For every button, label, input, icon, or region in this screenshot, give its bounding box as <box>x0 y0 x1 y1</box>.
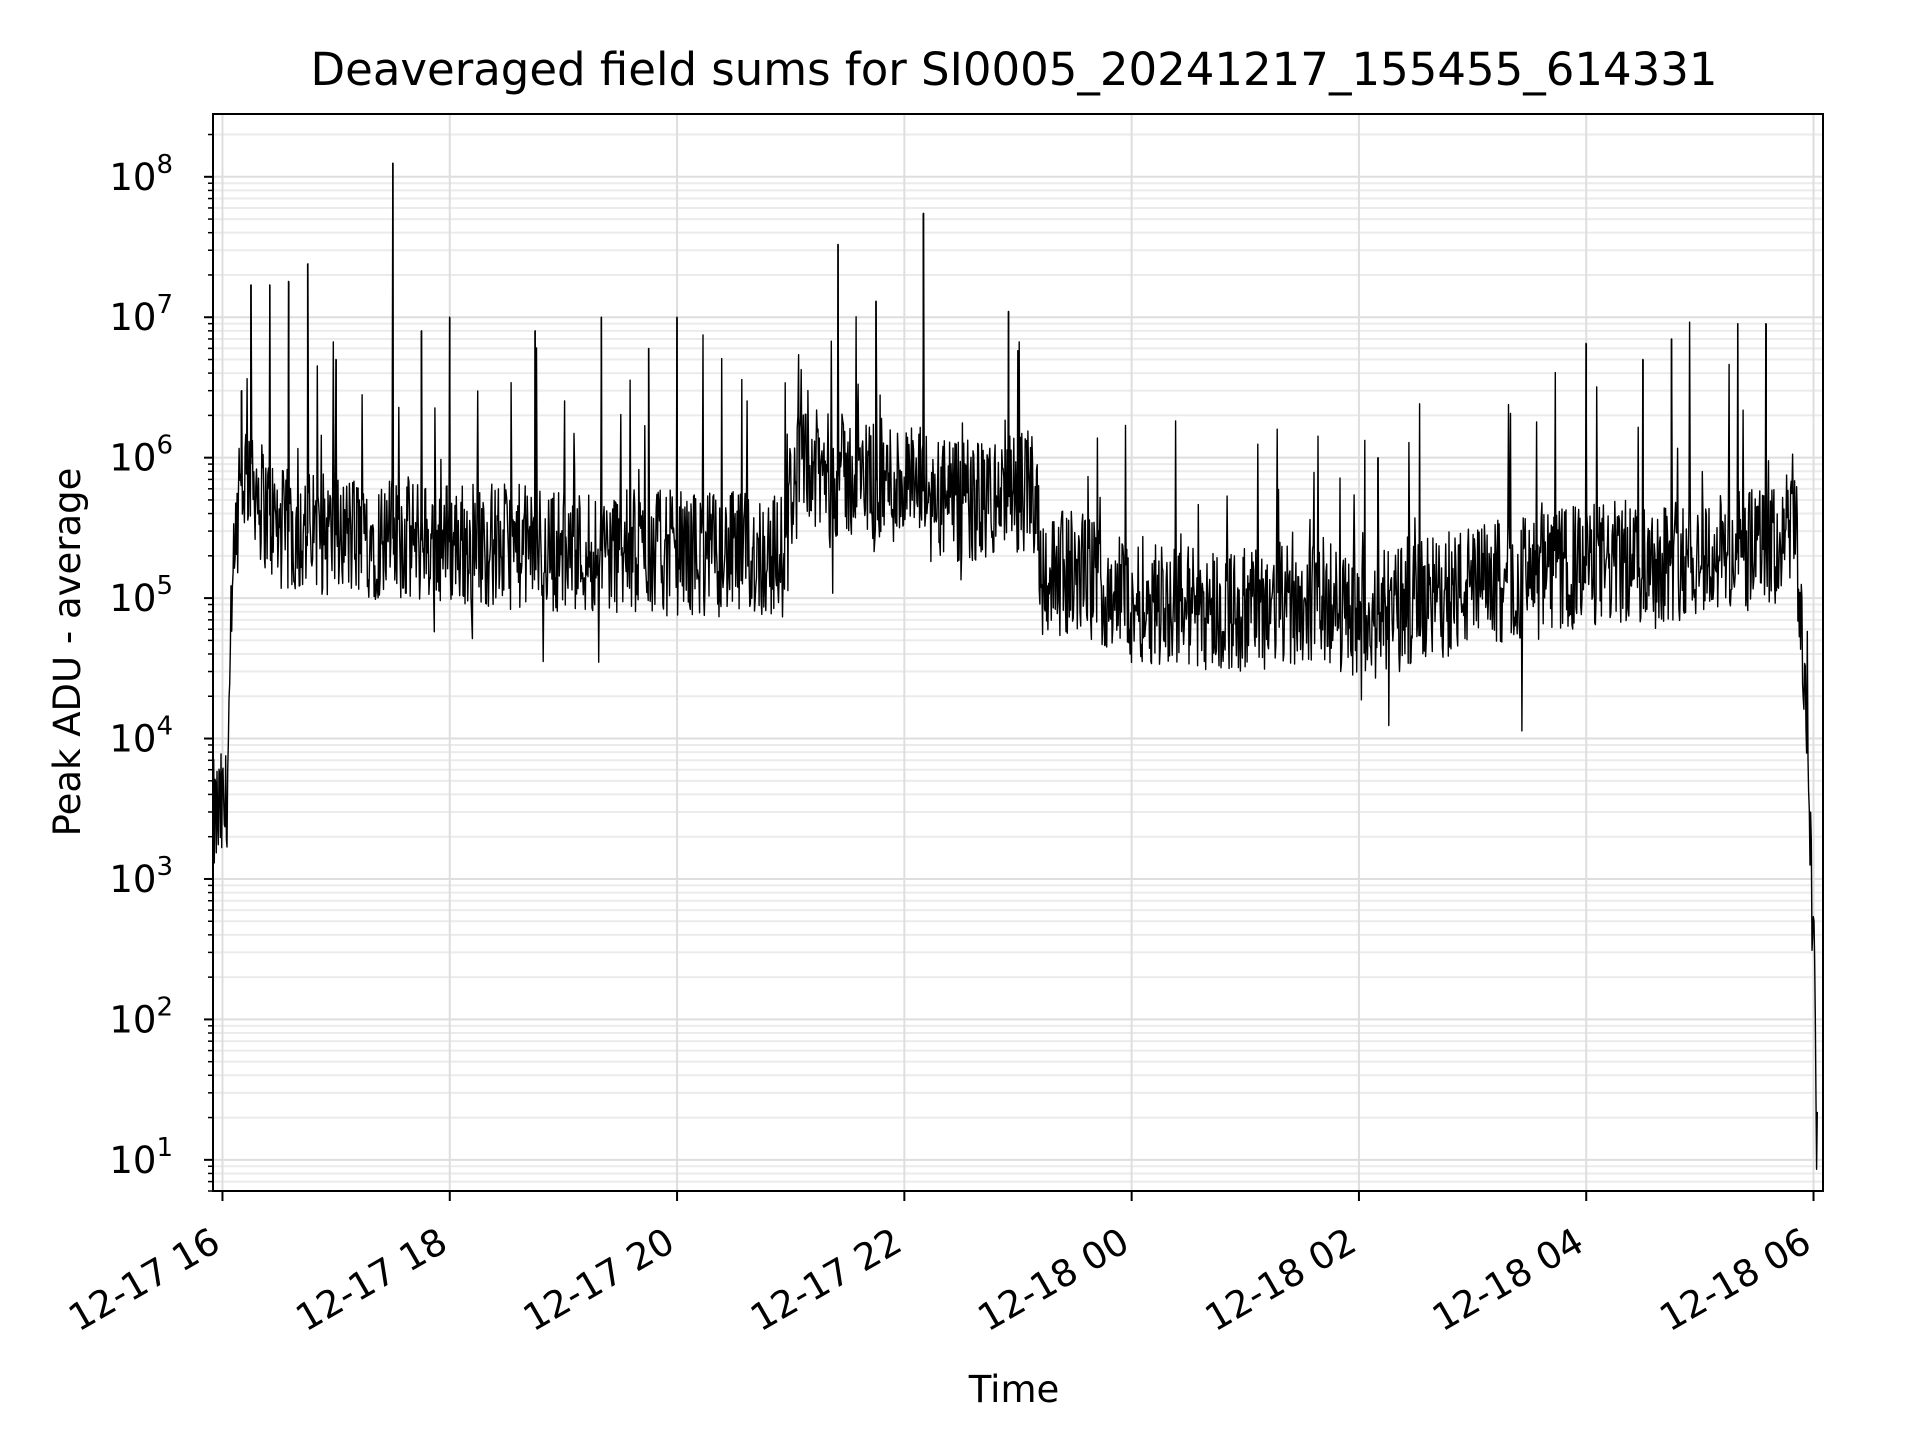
series-line <box>212 162 1818 1170</box>
x-axis-label: Time <box>968 1368 1060 1411</box>
y-axis-label: Peak ADU - average <box>46 468 89 837</box>
plot-frame <box>212 113 1824 1192</box>
chart-title: Deaveraged field sums for SI0005_2024121… <box>310 43 1717 96</box>
series-layer <box>212 162 1818 1170</box>
